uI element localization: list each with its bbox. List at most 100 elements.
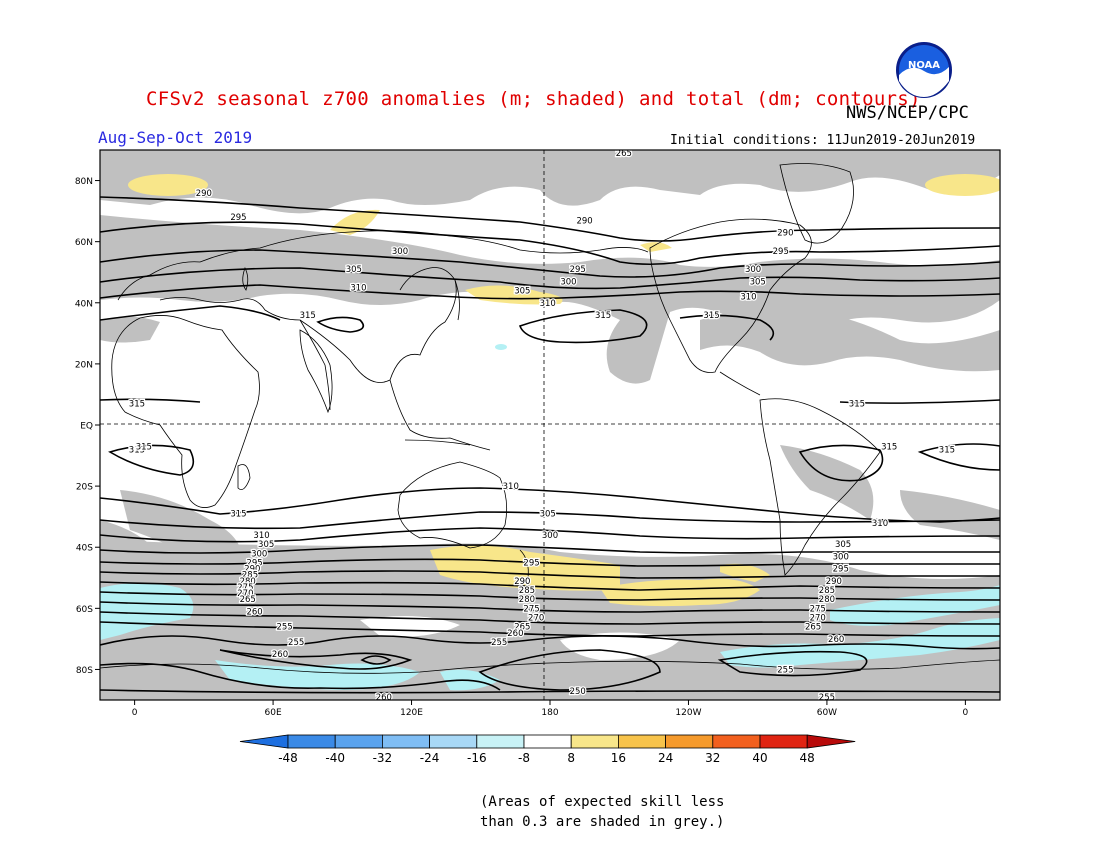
colorbar-tick-label: 24 <box>658 751 673 765</box>
contour-label: 260 <box>246 607 262 617</box>
lat-tick-label: 20S <box>76 483 93 493</box>
contour-label: 260 <box>507 629 523 639</box>
colorbar-swatch <box>712 734 761 749</box>
lat-tick-label: 80S <box>76 666 93 676</box>
contour-label: 295 <box>773 247 789 257</box>
lon-tick-label: 120E <box>400 708 423 718</box>
contour-label: 300 <box>542 531 558 541</box>
logo-text: NOAA <box>908 60 940 71</box>
contour-label: 305 <box>835 540 851 550</box>
contour-label: 310 <box>540 299 556 309</box>
agency-label: NWS/NCEP/CPC <box>846 103 969 123</box>
contour-label: 310 <box>740 293 756 303</box>
lat-tick-label: 20N <box>75 360 93 370</box>
lon-tick-label: 0 <box>963 708 969 718</box>
lat-tick-label: 40N <box>75 299 93 309</box>
colorbar-tick-label: 40 <box>752 751 767 765</box>
colorbar-tick-label: -48 <box>278 751 298 765</box>
skill-note-line-1: (Areas of expected skill less <box>480 794 725 810</box>
lon-tick-label: 0 <box>132 708 138 718</box>
contour-label: 290 <box>826 577 842 587</box>
colorbar-swatch <box>476 734 525 749</box>
colorbar-tick-label: 16 <box>611 751 626 765</box>
contour-label: 300 <box>833 552 849 562</box>
lon-tick-label: 60W <box>817 708 837 718</box>
colorbar-tick-label: -8 <box>518 751 530 765</box>
contour-label: 295 <box>230 213 246 223</box>
season-label: Aug-Sep-Oct 2019 <box>98 128 253 147</box>
contour-label: 300 <box>745 265 761 275</box>
contour-label: 315 <box>129 445 145 455</box>
contour-label: 315 <box>300 311 316 321</box>
contour-label: 260 <box>376 693 392 703</box>
contour-label: 290 <box>514 577 530 587</box>
contour-label: 260 <box>272 650 288 660</box>
colorbar-arrow-left <box>239 734 289 749</box>
contour-label: 275 <box>237 583 253 593</box>
contour-label: 285 <box>242 571 258 581</box>
colorbar-tick-label: 8 <box>567 751 575 765</box>
contour-label: 305 <box>750 277 766 287</box>
height-contours <box>100 196 1000 694</box>
contour-label: 255 <box>491 638 507 648</box>
contour-label: 315 <box>136 442 152 452</box>
contour-label: 300 <box>560 277 576 287</box>
contour-label: 310 <box>253 531 269 541</box>
contour-label: 265 <box>514 623 530 633</box>
lat-tick-label: 60N <box>75 238 93 248</box>
colorbar-swatch <box>287 734 336 749</box>
colorbar-tick-label: 32 <box>705 751 720 765</box>
latitude-axis: 80N 60N 40N 20N EQ 20S 40S 60S 80S <box>75 177 100 676</box>
colorbar-tick-label: 48 <box>800 751 815 765</box>
contour-label: 250 <box>570 687 586 697</box>
contour-label: 315 <box>939 445 955 455</box>
contour-label: 300 <box>392 247 408 257</box>
contour-label: 305 <box>258 540 274 550</box>
chart-title: CFSv2 seasonal z700 anomalies (m; shaded… <box>146 88 921 110</box>
contour-label: 255 <box>819 693 835 703</box>
contour-label: 255 <box>777 665 793 675</box>
contour-label: 285 <box>519 586 535 596</box>
contour-label: 285 <box>819 586 835 596</box>
initial-conditions-label: Initial conditions: 11Jun2019-20Jun2019 <box>670 133 976 148</box>
contour-label: 295 <box>246 559 262 569</box>
lon-tick-label: 120W <box>675 708 701 718</box>
contour-label: 290 <box>777 229 793 239</box>
colorbar-swatch <box>618 734 667 749</box>
lon-tick-label: 180 <box>541 708 558 718</box>
contour-label: 310 <box>872 519 888 529</box>
skill-note-line-2: than 0.3 are shaded in grey.) <box>480 814 725 830</box>
colorbar-tick-label: -24 <box>420 751 440 765</box>
contour-label: 280 <box>519 595 535 605</box>
contour-label: 290 <box>196 189 212 199</box>
contour-label: 290 <box>576 216 592 226</box>
lat-tick-label: EQ <box>80 422 93 432</box>
colorbar-tick-label: -16 <box>467 751 487 765</box>
colorbar-swatch <box>334 734 383 749</box>
contour-label: 315 <box>881 442 897 452</box>
contour-label: 295 <box>833 565 849 575</box>
contour-label: 275 <box>810 604 826 614</box>
contour-label: 280 <box>240 577 256 587</box>
contour-label: 255 <box>276 623 292 633</box>
contour-label: 310 <box>350 284 366 294</box>
coastlines <box>100 163 1000 674</box>
lat-tick-label: 60S <box>76 605 93 615</box>
contour-label: 310 <box>503 482 519 492</box>
contour-label: 255 <box>288 638 304 648</box>
contour-label: 295 <box>523 559 539 569</box>
contour-label: 295 <box>570 265 586 275</box>
contour-label: 315 <box>849 400 865 410</box>
colorbar-swatch <box>523 734 572 749</box>
contour-label: 270 <box>810 614 826 624</box>
contour-label: 265 <box>805 623 821 633</box>
noaa-logo-icon: NOAA <box>896 42 952 98</box>
longitude-axis: 0 60E 120E 180 120W 60W 0 <box>132 700 969 718</box>
contour-label: 315 <box>703 311 719 321</box>
contour-label: 305 <box>514 287 530 297</box>
colorbar-swatch <box>570 734 619 749</box>
colorbar-swatch <box>665 734 714 749</box>
lat-tick-label: 40S <box>76 544 93 554</box>
colorbar-swatch <box>759 734 808 749</box>
